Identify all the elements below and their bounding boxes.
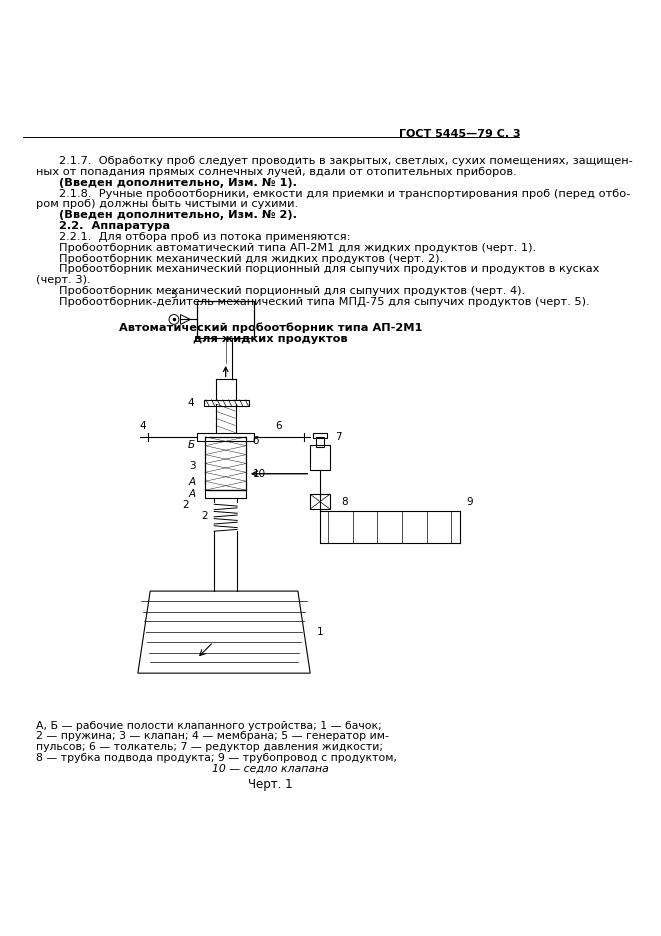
Text: 2 — пружина; 3 — клапан; 4 — мембрана; 5 — генератор им-: 2 — пружина; 3 — клапан; 4 — мембрана; 5… bbox=[36, 731, 389, 741]
Text: Пробоотборник автоматический типа АП-2М1 для жидких продуктов (черт. 1).: Пробоотборник автоматический типа АП-2М1… bbox=[59, 242, 536, 253]
Text: (Введен дополнительно, Изм. № 2).: (Введен дополнительно, Изм. № 2). bbox=[59, 211, 297, 220]
Text: Пробоотборник-делитель механический типа МПД-75 для сыпучих продуктов (черт. 5).: Пробоотборник-делитель механический типа… bbox=[59, 297, 590, 307]
Text: 3: 3 bbox=[188, 461, 195, 471]
Text: 10: 10 bbox=[253, 469, 266, 478]
Text: ГОСТ 5445—79 С. 3: ГОСТ 5445—79 С. 3 bbox=[399, 129, 521, 139]
Bar bbox=[310, 494, 330, 509]
Bar bbox=[316, 437, 324, 446]
Text: ром проб) должны быть чистыми и сухими.: ром проб) должны быть чистыми и сухими. bbox=[36, 199, 298, 210]
Bar bbox=[204, 400, 249, 406]
Text: 1: 1 bbox=[317, 627, 323, 637]
Text: б: б bbox=[253, 436, 259, 446]
Text: 8 — трубка подвода продукта; 9 — трубопровод с продуктом,: 8 — трубка подвода продукта; 9 — трубопр… bbox=[36, 753, 397, 763]
Text: А, Б — рабочие полости клапанного устройства; 1 — бачок;: А, Б — рабочие полости клапанного устрой… bbox=[36, 721, 382, 731]
Text: (Введен дополнительно, Изм. № 1).: (Введен дополнительно, Изм. № 1). bbox=[59, 178, 297, 188]
Bar bbox=[310, 445, 330, 470]
Text: Пробоотборник механический порционный для сыпучих продуктов и продуктов в кусках: Пробоотборник механический порционный дл… bbox=[59, 265, 600, 274]
Bar bbox=[205, 437, 246, 490]
Text: ных от попадания прямых солнечных лучей, вдали от отопительных приборов.: ных от попадания прямых солнечных лучей,… bbox=[36, 167, 517, 177]
Text: 6: 6 bbox=[276, 421, 282, 431]
Text: 5: 5 bbox=[171, 290, 177, 300]
Text: Пробоотборник механический порционный для сыпучих продуктов (черт. 4).: Пробоотборник механический порционный дл… bbox=[59, 286, 525, 296]
Text: 8: 8 bbox=[341, 497, 348, 507]
Text: 7: 7 bbox=[335, 431, 342, 442]
Text: 2: 2 bbox=[201, 511, 208, 521]
Text: 10 — седло клапана: 10 — седло клапана bbox=[212, 764, 329, 773]
Text: для жидких продуктов: для жидких продуктов bbox=[194, 333, 348, 344]
Bar bbox=[197, 432, 254, 441]
Text: Б: Б bbox=[188, 440, 195, 450]
Text: Пробоотборник механический для жидких продуктов (черт. 2).: Пробоотборник механический для жидких пр… bbox=[59, 254, 444, 264]
Text: 2.1.7.  Обработку проб следует проводить в закрытых, светлых, сухих помещениях, : 2.1.7. Обработку проб следует проводить … bbox=[59, 156, 633, 167]
Text: 4: 4 bbox=[187, 398, 194, 408]
Text: 9: 9 bbox=[466, 497, 473, 507]
Text: 2.1.8.  Ручные пробоотборники, емкости для приемки и транспортирования проб (пер: 2.1.8. Ручные пробоотборники, емкости дл… bbox=[59, 189, 631, 198]
Text: 2.2.1.  Для отбора проб из потока применяются:: 2.2.1. Для отбора проб из потока применя… bbox=[59, 232, 350, 242]
Text: Черт. 1: Черт. 1 bbox=[249, 778, 293, 791]
Text: Автоматический пробоотборник типа АП-2М1: Автоматический пробоотборник типа АП-2М1 bbox=[119, 323, 422, 333]
Text: 4: 4 bbox=[139, 421, 146, 431]
Text: (черт. 3).: (черт. 3). bbox=[36, 275, 91, 285]
Bar bbox=[205, 490, 246, 498]
Text: А: А bbox=[188, 490, 195, 499]
Bar bbox=[313, 432, 327, 438]
Text: пульсов; 6 — толкатель; 7 — редуктор давления жидкости;: пульсов; 6 — толкатель; 7 — редуктор дав… bbox=[36, 742, 383, 753]
Text: 2.2.  Аппаратура: 2.2. Аппаратура bbox=[59, 221, 171, 231]
Text: 2: 2 bbox=[182, 500, 189, 510]
Text: А: А bbox=[188, 477, 195, 487]
Bar bbox=[197, 301, 254, 338]
